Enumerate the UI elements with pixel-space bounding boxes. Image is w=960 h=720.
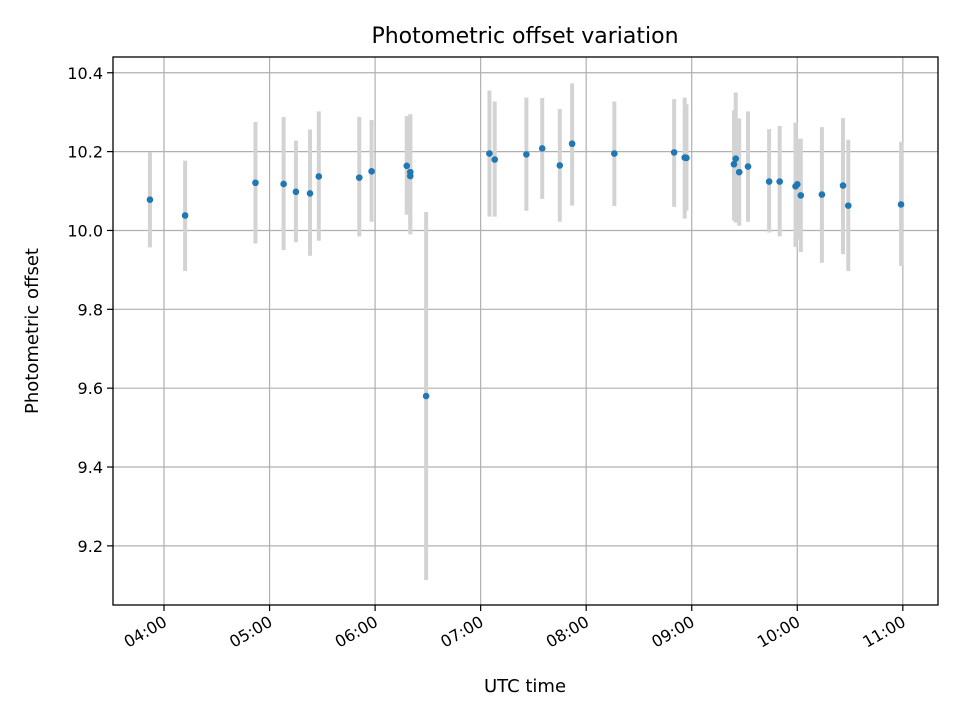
data-point <box>146 196 154 204</box>
y-tick-label: 9.8 <box>78 300 103 319</box>
data-point <box>315 173 323 180</box>
data-point <box>368 168 375 175</box>
data-point <box>306 190 314 197</box>
data-point <box>732 155 740 163</box>
data-point <box>818 191 826 198</box>
chart-title: Photometric offset variation <box>371 24 678 49</box>
y-tick-label: 9.2 <box>78 537 103 556</box>
y-tick-label: 10.4 <box>67 64 103 83</box>
data-point <box>491 156 499 163</box>
data-point <box>292 188 300 196</box>
data-point <box>765 178 773 185</box>
data-point <box>355 174 363 181</box>
data-point <box>839 182 847 189</box>
data-point <box>735 168 743 176</box>
data-point <box>670 149 678 156</box>
plot-frame <box>112 56 939 606</box>
y-tick-label: 10.0 <box>67 221 103 240</box>
y-axis-label: Photometric offset <box>22 248 43 414</box>
data-point <box>523 151 530 158</box>
data-point <box>730 160 738 168</box>
y-tick-label: 10.2 <box>67 143 103 162</box>
x-axis-label: UTC time <box>484 676 566 697</box>
data-point <box>793 181 801 188</box>
data-point <box>538 145 546 152</box>
data-point <box>406 172 414 180</box>
data-point <box>181 212 189 219</box>
data-point <box>486 150 493 157</box>
data-point <box>744 163 752 170</box>
data-point <box>611 150 618 157</box>
y-tick-label: 9.4 <box>78 458 103 477</box>
data-point <box>252 179 259 187</box>
data-point <box>776 178 783 185</box>
data-point <box>897 201 905 208</box>
y-axis-ticks: 9.2 9.4 9.6 9.8 10.0 10.2 10.4 <box>67 64 113 556</box>
data-point <box>797 192 805 199</box>
data-point <box>568 140 576 148</box>
data-point <box>280 180 287 188</box>
data-points <box>146 140 905 400</box>
y-tick-label: 9.6 <box>78 379 103 398</box>
data-point <box>844 202 852 209</box>
data-point <box>683 154 690 162</box>
data-point <box>422 392 430 400</box>
data-point <box>403 162 411 170</box>
data-point <box>556 162 564 169</box>
